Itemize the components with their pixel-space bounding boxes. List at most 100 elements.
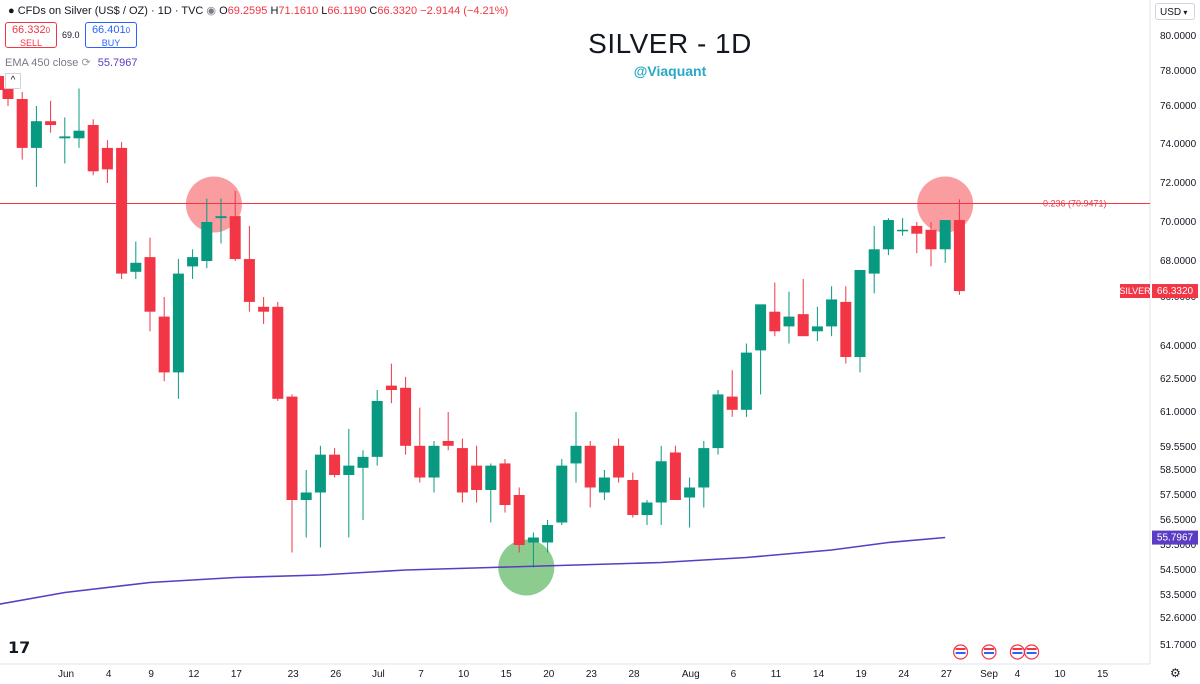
candle-body (698, 448, 710, 488)
candle-body (158, 316, 170, 373)
x-tick-label: 20 (543, 669, 555, 680)
y-tick-label: 53.5000 (1160, 590, 1197, 601)
y-tick-label: 56.5000 (1160, 515, 1197, 526)
currency-value: USD (1160, 7, 1182, 18)
y-tick-label: 64.0000 (1160, 341, 1197, 352)
data-source: TVC (181, 5, 204, 17)
candle-body (229, 216, 241, 260)
candle-body (314, 454, 326, 493)
tradingview-logo-icon[interactable]: 𝟭𝟳 (8, 640, 31, 657)
y-tick-label: 55.5000 (1160, 540, 1197, 551)
candle-body (2, 88, 14, 99)
candle-body (116, 147, 128, 274)
x-tick-label: 14 (813, 669, 825, 680)
chevron-down-icon: ▾ (1181, 8, 1188, 17)
buy-button[interactable]: 66.4010 BUY (85, 22, 137, 48)
candle-body (471, 465, 483, 490)
symbol-icon: ● (8, 5, 15, 17)
event-flag-stripe (955, 648, 966, 650)
ema-line (0, 536, 946, 605)
y-tick-label: 58.5000 (1160, 465, 1197, 476)
y-tick-label: 78.0000 (1160, 66, 1197, 77)
candle-body (456, 448, 468, 493)
event-flag-stripe (1012, 648, 1023, 650)
candle-body (87, 125, 99, 172)
sell-price-small: 0 (45, 26, 51, 35)
x-tick-label: 27 (941, 669, 953, 680)
candle-body (286, 396, 298, 500)
open-value: 69.2595 (227, 5, 268, 17)
chart-subtitle: @Viaquant (633, 63, 707, 79)
event-flag-stripe (1026, 648, 1037, 650)
high-label: H (270, 5, 279, 17)
candle-body (428, 445, 440, 478)
candle-body (357, 456, 369, 468)
candle-body (172, 273, 184, 373)
candle-body (655, 461, 667, 503)
ema-value: 55.7967 (97, 57, 138, 69)
candle-body (925, 229, 937, 250)
x-tick-label: 23 (586, 669, 598, 680)
change-value: −2.9144 (−4.21%) (420, 5, 509, 17)
loading-icon: ⟳ (81, 57, 91, 69)
x-tick-label: 4 (106, 669, 112, 680)
y-tick-label: 62.5000 (1160, 374, 1197, 385)
ema-price-value: 55.7967 (1157, 533, 1194, 544)
highlight-circle (185, 176, 242, 233)
collapse-legend-button[interactable]: ^ (5, 73, 21, 89)
sell-button[interactable]: 66.3320 SELL (5, 22, 57, 48)
x-tick-label: 17 (231, 669, 243, 680)
candle-body (343, 465, 355, 475)
candle-body (726, 396, 738, 410)
candle-body (371, 401, 383, 457)
gear-icon[interactable]: ⚙ (1170, 666, 1181, 680)
buy-label: BUY (101, 38, 121, 48)
y-tick-label: 68.0000 (1160, 256, 1197, 267)
currency-select[interactable]: USD ▾ (1155, 3, 1195, 20)
x-tick-label: 28 (628, 669, 640, 680)
candle-body (939, 220, 951, 250)
x-tick-label: 24 (898, 669, 910, 680)
sell-price: 66.332 (11, 24, 46, 36)
candle-body (669, 452, 681, 500)
ema-label: EMA 450 close (5, 57, 79, 69)
sell-label: SELL (19, 38, 43, 48)
x-tick-label: Jul (372, 669, 385, 680)
y-tick-label: 59.5500 (1160, 442, 1197, 453)
ema-legend[interactable]: EMA 450 close ⟳ 55.7967 (5, 56, 137, 69)
candle-body (882, 220, 894, 250)
y-tick-label: 57.5000 (1160, 490, 1197, 501)
candle-body (854, 270, 866, 357)
low-value: 66.1190 (327, 5, 367, 17)
buy-price: 66.401 (91, 24, 126, 36)
y-tick-label: 72.0000 (1160, 178, 1197, 189)
buy-price-small: 0 (125, 26, 131, 35)
candle-body (641, 502, 653, 515)
candle-body (769, 311, 781, 332)
x-tick-label: Sep (980, 669, 998, 680)
candle-body (144, 257, 156, 312)
y-tick-label: 52.6000 (1160, 613, 1197, 624)
x-tick-label: 10 (458, 669, 470, 680)
candle-body (953, 220, 965, 292)
spread-value: 69.0 (62, 30, 80, 40)
candle-body (712, 394, 724, 449)
candle-body (329, 454, 341, 475)
close-value: 66.3320 (377, 5, 418, 17)
candle-body (385, 385, 397, 390)
x-tick-label: Aug (682, 669, 700, 680)
symbol-name[interactable]: CFDs on Silver (US$ / OZ) (17, 5, 148, 17)
candle-body (911, 225, 923, 234)
status-dot-icon: ◉ (206, 5, 220, 17)
y-tick-label: 61.0000 (1160, 407, 1197, 418)
x-tick-label: 11 (771, 669, 782, 680)
candle-body (73, 130, 85, 139)
interval[interactable]: 1D (157, 5, 172, 17)
x-tick-label: 19 (856, 669, 868, 680)
candle-body (300, 492, 312, 500)
candle-body (45, 121, 57, 125)
candle-body (684, 487, 696, 498)
candle-body (30, 121, 42, 148)
y-tick-label: 70.0000 (1160, 217, 1197, 228)
